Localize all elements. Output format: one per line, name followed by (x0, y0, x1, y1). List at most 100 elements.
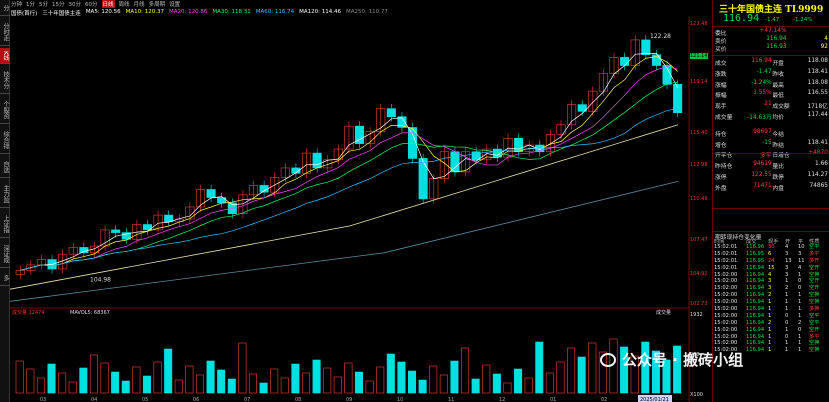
x-label-12: 2025/01/21 (640, 397, 669, 402)
info-row-12: 昨持仓 94619 量比 1.66 (715, 161, 828, 171)
toolbar-60分[interactable]: 60分 (85, 2, 98, 8)
tick-header-cell: 开 (785, 239, 791, 245)
volume-bar (79, 367, 88, 394)
ma-legend-2: MA5: 120.56 (85, 9, 121, 15)
side-tab-6[interactable]: 自选股 (0, 156, 10, 178)
volume-bar (598, 351, 607, 394)
ma-legend-4: MA20: 120.86 (169, 9, 208, 15)
volume-bar (482, 364, 491, 394)
x-label-5: 08 (295, 397, 301, 402)
volume-bar (259, 382, 268, 394)
side-tab-10[interactable]: 多股 (0, 270, 10, 286)
candle (301, 152, 312, 174)
contract-title: 三十年国债主连 TL9999 (719, 5, 824, 15)
price-axis-label: 112.98 (690, 162, 708, 169)
volume-bar (365, 380, 374, 394)
volume-bar (89, 354, 98, 394)
price-axis-label: 119.14 (690, 79, 708, 86)
toolbar-月线[interactable]: 月线 (133, 2, 145, 8)
toolbar-分钟[interactable]: 分钟 (11, 2, 23, 8)
info-row-14: 外盘 71471 内盘 74865 (715, 182, 828, 192)
vol-axis-label: 968 (690, 352, 700, 358)
candle (15, 270, 25, 275)
toolbar-周线[interactable]: 周线 (118, 2, 130, 8)
volume-bar (545, 372, 554, 394)
tick-row: 15:02:00 116.94 1 0 1 多平 (714, 333, 820, 340)
watermark: 公众号 · 搬砖小组 (600, 349, 743, 370)
x-label-11: 02 (601, 397, 607, 402)
candle (185, 206, 195, 220)
info-row-8: 成交量 -14.63万 均价 117.44 (715, 112, 828, 121)
vol-ma-label: MAVOL5: 68367 (70, 310, 110, 316)
candle (280, 167, 290, 178)
tick-row: 15:02:00 116.94 1 0 1 空平 (714, 312, 820, 319)
toolbar-设置[interactable]: 设置 (169, 2, 181, 8)
candle (291, 167, 301, 174)
info-row-10: 增仓 -15 昨结 118.41 (715, 139, 828, 149)
ma-line-2 (20, 66, 678, 271)
tick-header-cell: 平 (798, 239, 804, 245)
tick-header: 时间 成交 现手开 平性质 (714, 238, 829, 245)
tick-header-cell: 性质 (809, 239, 820, 245)
volume-bar (673, 345, 682, 394)
volume-bar (58, 372, 67, 394)
toolbar-5分[interactable]: 5分 (39, 2, 49, 8)
candle (121, 232, 131, 240)
wechat-icon (600, 352, 616, 367)
kline-chart[interactable]: 122.28 104.98 成交量 12474 MAVOL5: 68367 成交量 03 0… (10, 17, 690, 402)
volume-bar (355, 371, 364, 394)
toolbar-30分[interactable]: 30分 (68, 2, 82, 8)
side-tab-0[interactable]: 分时 (0, 0, 10, 16)
volume-bar (238, 342, 247, 394)
date-highlight (638, 395, 672, 402)
tick-row: 15:02:01 116.95 6 3 3 多平 (714, 250, 820, 257)
ma-legend-3: MA10: 120.37 (125, 9, 165, 15)
tick-header-cell: 成交 (746, 239, 757, 245)
price-change-pct: -1.24% (793, 17, 813, 23)
volume-bar (577, 356, 586, 394)
tick-row: 15:02:01 116.96 30 4 10 空平 (714, 244, 820, 250)
info-row-3: 成交 116.94 开盘 118.08 (715, 58, 828, 67)
tick-row: 15:02:00 116.94 2 1 1 空换 (714, 292, 820, 299)
volume-bar (376, 366, 385, 394)
info-row-2: 买价 116.93 92 (715, 44, 828, 53)
tick-row: 15:02:01 116.95 24 13 11 多开 (714, 257, 820, 264)
volume-bar (492, 373, 501, 394)
volume-bar (418, 379, 427, 394)
tick-row: 15:02:00 116.94 4 3 1 空换 (714, 271, 820, 278)
candle (556, 124, 566, 135)
side-tab-8[interactable]: 上证指数 (0, 210, 10, 238)
side-tab-4[interactable]: 个股资料 (0, 96, 10, 124)
toolbar-1分[interactable]: 1分 (26, 2, 36, 8)
tick-list[interactable]: 15:02:01 116.96 30 4 10 空平 15:02:01 116.95 6 3 3 多平… (714, 244, 829, 354)
volume-bar (556, 361, 565, 394)
toolbar-日线[interactable]: 日线 (101, 0, 115, 8)
volume-bar (439, 374, 448, 394)
side-tab-5[interactable]: 综合排名 (0, 126, 10, 154)
candle (492, 148, 502, 158)
period-toolbar: 分钟 1分 5分 15分 30分 60分 日线 周线 月线 多周期 设置 (11, 0, 180, 8)
price-axis-label: 115.40 (690, 129, 708, 136)
candle (270, 177, 280, 193)
last-price: 116.94 (723, 13, 760, 24)
toolbar-多周期[interactable]: 多周期 (148, 2, 166, 8)
side-tab-7[interactable]: 主力监控 (0, 180, 10, 208)
side-tab-3[interactable]: 技术分析 (0, 66, 10, 94)
toolbar-15分[interactable]: 15分 (52, 2, 65, 8)
volume-bar (195, 374, 204, 394)
volume-bar (524, 377, 533, 394)
info-row-7: 现手 21 成交额 1718亿 (715, 101, 828, 111)
volume-bar (323, 367, 332, 394)
side-tab-9[interactable]: 深证成指 (0, 240, 10, 268)
side-tab-1[interactable]: 分时走势 (0, 18, 10, 46)
candle (651, 54, 661, 66)
side-tab-2[interactable]: K线 (0, 48, 10, 64)
x-label-1: 04 (91, 397, 97, 402)
volume-bar (270, 368, 279, 394)
ma-legend-8: MA250: 110.77 (345, 9, 388, 15)
volume-bar (36, 377, 45, 394)
candle (598, 73, 608, 92)
volume-bar (461, 347, 470, 394)
tick-row: 15:02:00 116.94 1 1 1 多换 (714, 306, 820, 313)
